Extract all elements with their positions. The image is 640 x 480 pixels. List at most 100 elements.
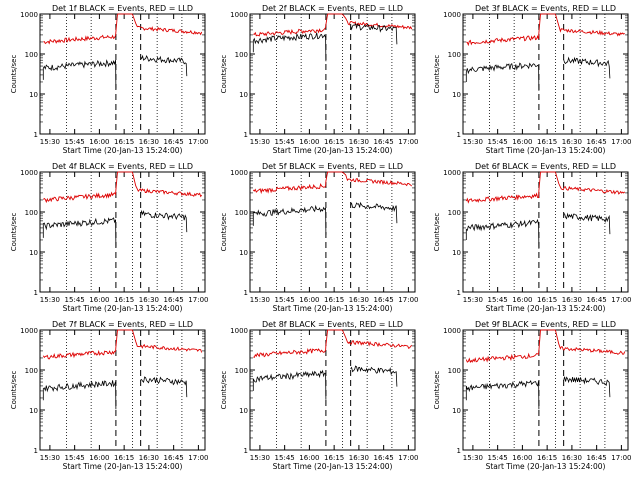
x-tick-label: 17:00 xyxy=(188,454,208,462)
x-tick-label: 16:30 xyxy=(139,138,159,146)
y-axis-label: Counts/sec xyxy=(10,213,18,252)
x-tick-label: 16:45 xyxy=(587,296,607,304)
x-axis-label: Start Time (20-Jan-13 15:24:00) xyxy=(63,304,183,313)
lld-series-after xyxy=(554,171,626,195)
panel-title: Det 6f BLACK = Events, RED = LLD xyxy=(475,162,616,171)
panel-det-3: Det 3f BLACK = Events, RED = LLD 1 10 100 10… xyxy=(433,4,631,155)
x-tick-label: 16:00 xyxy=(512,454,532,462)
panel-det-7: Det 7f BLACK = Events, RED = LLD 1 10 100 10… xyxy=(10,320,208,471)
y-tick-label: 1 xyxy=(34,447,38,455)
y-tick-label: 1 xyxy=(34,131,38,139)
x-tick-label: 16:00 xyxy=(512,296,532,304)
x-tick-label: 16:45 xyxy=(587,138,607,146)
lld-series-before xyxy=(466,13,541,47)
x-tick-label: 15:30 xyxy=(250,138,270,146)
y-axis-label: Counts/sec xyxy=(220,55,228,94)
x-tick-label: 16:15 xyxy=(114,138,134,146)
x-tick-label: 15:30 xyxy=(463,296,483,304)
events-series-after xyxy=(563,376,611,398)
x-tick-label: 15:45 xyxy=(65,138,85,146)
events-series-before xyxy=(465,218,540,249)
y-tick-label: 1 xyxy=(457,131,461,139)
y-tick-label: 1000 xyxy=(230,169,248,177)
x-tick-label: 17:00 xyxy=(188,138,208,146)
y-axis-label: Counts/sec xyxy=(433,213,441,252)
lld-series-after xyxy=(131,13,203,36)
y-tick-label: 10 xyxy=(452,249,461,257)
plot-frame xyxy=(249,171,416,293)
x-tick-label: 17:00 xyxy=(611,138,631,146)
plot-frame xyxy=(249,329,416,451)
x-tick-label: 15:45 xyxy=(65,454,85,462)
y-tick-label: 1000 xyxy=(443,11,461,19)
lld-series-after xyxy=(341,329,413,349)
x-tick-label: 16:45 xyxy=(164,138,184,146)
lld-series-before xyxy=(43,13,118,45)
x-tick-label: 17:00 xyxy=(188,296,208,304)
y-tick-label: 100 xyxy=(448,209,461,217)
x-tick-label: 16:30 xyxy=(562,454,582,462)
events-series-after xyxy=(350,22,398,45)
y-tick-label: 1000 xyxy=(230,11,248,19)
y-tick-label: 100 xyxy=(448,367,461,375)
y-tick-label: 10 xyxy=(239,91,248,99)
y-tick-label: 1 xyxy=(244,447,248,455)
panel-title: Det 1f BLACK = Events, RED = LLD xyxy=(52,4,193,13)
x-tick-label: 16:45 xyxy=(374,454,394,462)
events-series-before xyxy=(42,380,117,410)
y-tick-label: 100 xyxy=(448,51,461,59)
y-tick-label: 10 xyxy=(29,249,38,257)
y-axis-label: Counts/sec xyxy=(10,55,18,94)
y-tick-label: 1000 xyxy=(443,327,461,335)
x-tick-label: 15:45 xyxy=(488,138,508,146)
events-series-before xyxy=(465,379,540,410)
events-series-after xyxy=(350,201,398,224)
events-series-before xyxy=(252,369,327,400)
x-tick-label: 15:30 xyxy=(250,296,270,304)
y-tick-label: 1 xyxy=(244,289,248,297)
lld-series-after xyxy=(554,13,625,37)
x-tick-label: 16:00 xyxy=(299,138,319,146)
y-tick-label: 10 xyxy=(29,407,38,415)
x-axis-label: Start Time (20-Jan-13 15:24:00) xyxy=(63,462,183,471)
x-tick-label: 16:15 xyxy=(537,296,557,304)
events-series-before xyxy=(252,204,327,235)
events-series-before xyxy=(42,217,117,247)
y-axis-label: Counts/sec xyxy=(433,371,441,410)
x-tick-label: 15:45 xyxy=(488,454,508,462)
lld-series-before xyxy=(465,171,541,204)
y-tick-label: 100 xyxy=(25,209,38,217)
x-tick-label: 16:30 xyxy=(139,296,159,304)
plot-frame xyxy=(462,13,629,135)
plot-frame xyxy=(249,13,416,135)
y-axis-label: Counts/sec xyxy=(220,371,228,410)
y-axis-label: Counts/sec xyxy=(433,55,441,94)
panel-title: Det 9f BLACK = Events, RED = LLD xyxy=(475,320,616,329)
y-tick-label: 1 xyxy=(34,289,38,297)
lld-series-before xyxy=(252,171,329,195)
events-series-before xyxy=(42,59,117,89)
x-tick-label: 16:30 xyxy=(562,296,582,304)
plot-frame xyxy=(39,171,206,293)
y-tick-label: 1000 xyxy=(20,11,38,19)
x-tick-label: 16:45 xyxy=(374,296,394,304)
y-tick-label: 1000 xyxy=(20,327,38,335)
x-tick-label: 16:15 xyxy=(324,296,344,304)
panel-title: Det 7f BLACK = Events, RED = LLD xyxy=(52,320,193,329)
x-tick-label: 16:00 xyxy=(299,454,319,462)
x-tick-label: 17:00 xyxy=(398,296,418,304)
x-tick-label: 16:00 xyxy=(299,296,319,304)
plot-frame xyxy=(39,329,206,451)
x-tick-label: 16:30 xyxy=(349,138,369,146)
x-tick-label: 15:45 xyxy=(275,138,295,146)
events-series-after xyxy=(350,365,398,387)
x-tick-label: 15:30 xyxy=(463,138,483,146)
y-tick-label: 10 xyxy=(239,249,248,257)
events-series-after xyxy=(140,376,188,398)
x-axis-label: Start Time (20-Jan-13 15:24:00) xyxy=(273,146,393,155)
x-tick-label: 16:00 xyxy=(89,296,109,304)
plot-frame xyxy=(462,171,629,293)
panel-det-2: Det 2f BLACK = Events, RED = LLD 1 10 100 10… xyxy=(220,4,418,155)
x-tick-label: 16:30 xyxy=(562,138,582,146)
